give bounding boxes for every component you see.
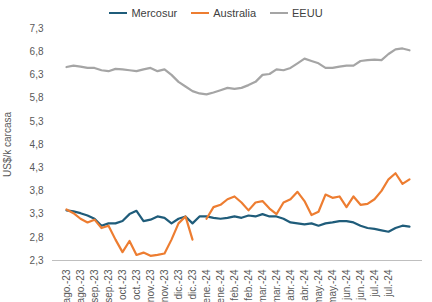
html-text:Mercosur: Mercosur [131, 7, 178, 19]
svg-text:sep.-23: sep.-23 [89, 269, 100, 302]
svg-text:jul.-24: jul.-24 [383, 269, 394, 298]
svg-text:feb.-24: feb.-24 [243, 269, 254, 301]
svg-text:may.-24: may.-24 [327, 269, 338, 302]
svg-text:dic.-23: dic.-23 [173, 269, 184, 299]
svg-text:4,3: 4,3 [30, 162, 44, 173]
svg-text:ago.-23: ago.-23 [75, 269, 86, 302]
svg-text:nov.-23: nov.-23 [159, 269, 170, 302]
svg-text:mar.-24: mar.-24 [257, 269, 268, 302]
svg-text:sep.-23: sep.-23 [103, 269, 114, 302]
svg-text:abr.-24: abr.-24 [299, 269, 310, 301]
svg-text:abr.-24: abr.-24 [285, 269, 296, 301]
svg-text:6,8: 6,8 [30, 46, 44, 57]
svg-text:US$/k carcasa: US$/k carcasa [2, 112, 13, 177]
svg-text:2,3: 2,3 [30, 255, 44, 266]
svg-text:ene.-24: ene.-24 [215, 269, 226, 302]
svg-text:3,3: 3,3 [30, 208, 44, 219]
svg-text:oct.-23: oct.-23 [117, 269, 128, 300]
svg-text:jul.-24: jul.-24 [369, 269, 380, 298]
svg-text:oct.-23: oct.-23 [131, 269, 142, 300]
svg-text:6,3: 6,3 [30, 69, 44, 80]
svg-text:5,3: 5,3 [30, 116, 44, 127]
svg-text:7,3: 7,3 [30, 23, 44, 34]
html-text:EEUU: EEUU [292, 7, 323, 19]
svg-text:ago.-23: ago.-23 [61, 269, 72, 302]
svg-text:dic.-23: dic.-23 [187, 269, 198, 299]
svg-text:mar.-24: mar.-24 [271, 269, 282, 302]
svg-text:3,8: 3,8 [30, 185, 44, 196]
svg-text:may.-24: may.-24 [313, 269, 324, 302]
html-text:Australia: Australia [213, 7, 256, 19]
svg-text:nov.-23: nov.-23 [145, 269, 156, 302]
svg-text:jun.-24: jun.-24 [341, 269, 352, 301]
svg-text:4,8: 4,8 [30, 139, 44, 150]
svg-text:feb.-24: feb.-24 [229, 269, 240, 301]
svg-text:5,8: 5,8 [30, 92, 44, 103]
svg-text:ene.-24: ene.-24 [201, 269, 212, 302]
svg-text:2,8: 2,8 [30, 232, 44, 243]
svg-text:jun.-24: jun.-24 [355, 269, 366, 301]
